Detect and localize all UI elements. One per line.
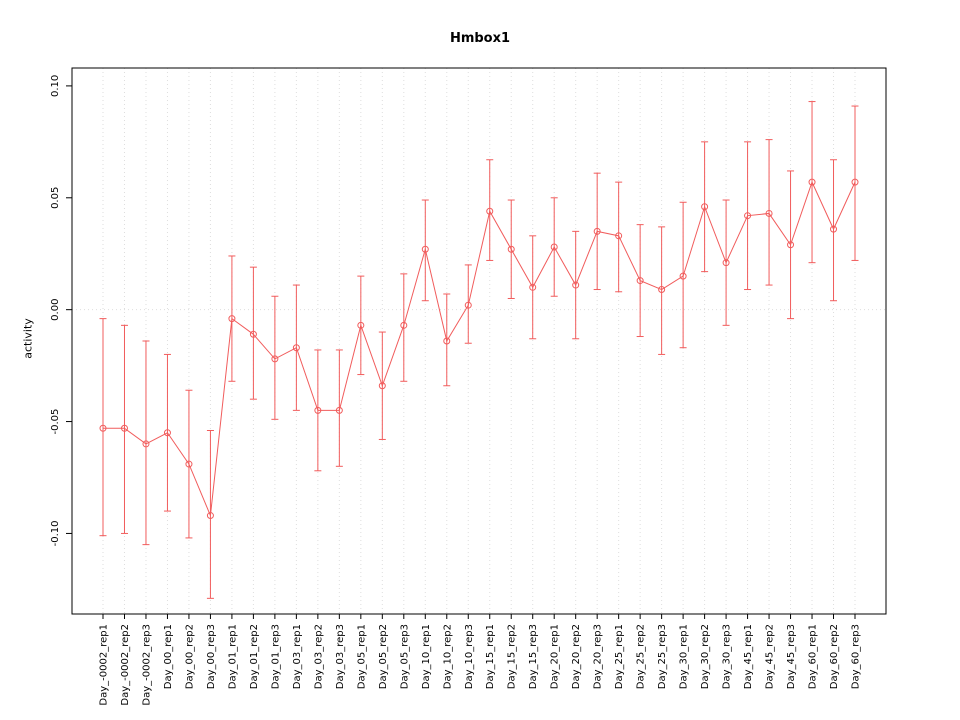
svg-text:Day_60_rep2: Day_60_rep2 [829,624,840,689]
svg-text:Day_05_rep1: Day_05_rep1 [356,624,367,689]
svg-text:Day_05_rep3: Day_05_rep3 [399,624,410,689]
svg-text:Day_25_rep2: Day_25_rep2 [636,624,647,689]
svg-text:Day_03_rep3: Day_03_rep3 [335,624,346,689]
svg-text:-0.05: -0.05 [50,409,61,435]
svg-text:Day_05_rep2: Day_05_rep2 [378,624,389,689]
svg-text:Day_10_rep3: Day_10_rep3 [464,624,475,689]
svg-text:Day_00_rep1: Day_00_rep1 [163,624,174,689]
svg-text:Day_01_rep1: Day_01_rep1 [227,624,238,689]
svg-text:Day_25_rep1: Day_25_rep1 [614,624,625,689]
svg-text:Day_15_rep2: Day_15_rep2 [507,624,518,689]
svg-text:-0.10: -0.10 [50,521,61,547]
svg-text:Day_45_rep3: Day_45_rep3 [786,624,797,689]
svg-text:Day_00_rep3: Day_00_rep3 [206,624,217,689]
svg-text:Day_60_rep3: Day_60_rep3 [851,624,862,689]
svg-text:Day_30_rep1: Day_30_rep1 [679,624,690,689]
chart-title: Hmbox1 [449,31,511,46]
svg-text:Day_25_rep3: Day_25_rep3 [657,624,668,689]
svg-text:Day_10_rep1: Day_10_rep1 [421,624,432,689]
svg-text:Day_30_rep3: Day_30_rep3 [722,624,733,689]
svg-text:Day_01_rep3: Day_01_rep3 [270,624,281,689]
svg-text:Day_15_rep3: Day_15_rep3 [528,624,539,689]
svg-text:Day_20_rep3: Day_20_rep3 [593,624,604,689]
svg-text:Day_10_rep2: Day_10_rep2 [442,624,453,689]
svg-text:Day_30_rep2: Day_30_rep2 [700,624,711,689]
svg-text:Day_-0002_rep1: Day_-0002_rep1 [99,624,110,706]
svg-text:Day_00_rep2: Day_00_rep2 [184,624,195,689]
svg-text:Day_20_rep2: Day_20_rep2 [571,624,582,689]
svg-text:Day_-0002_rep2: Day_-0002_rep2 [120,624,131,706]
svg-text:Day_15_rep1: Day_15_rep1 [485,624,496,689]
svg-text:Day_03_rep1: Day_03_rep1 [292,624,303,689]
svg-text:0.00: 0.00 [50,299,61,321]
svg-text:Day_60_rep1: Day_60_rep1 [808,624,819,689]
svg-text:Day_-0002_rep3: Day_-0002_rep3 [141,624,152,706]
svg-text:Day_45_rep1: Day_45_rep1 [743,624,754,689]
svg-text:Day_01_rep2: Day_01_rep2 [249,624,260,689]
svg-text:Day_20_rep1: Day_20_rep1 [550,624,561,689]
svg-text:Day_45_rep2: Day_45_rep2 [765,624,776,689]
svg-text:0.10: 0.10 [50,75,61,97]
svg-text:0.05: 0.05 [50,187,61,209]
svg-text:Day_03_rep2: Day_03_rep2 [313,624,324,689]
